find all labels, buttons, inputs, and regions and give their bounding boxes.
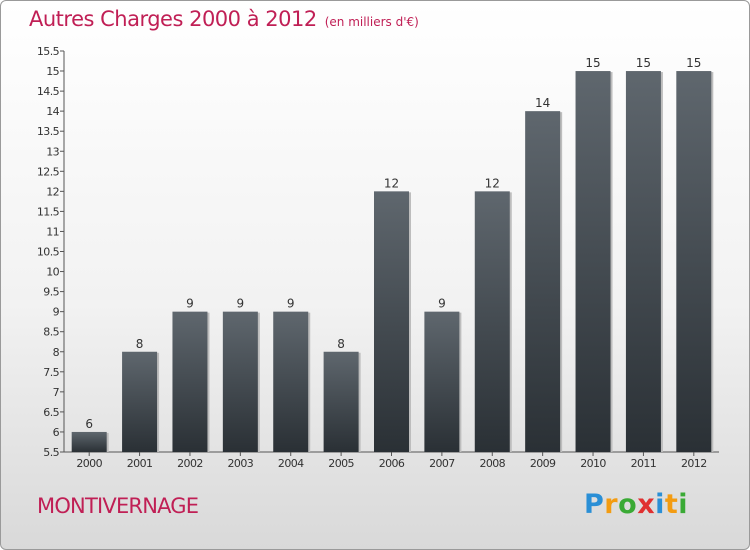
y-tick-label: 15.5	[37, 45, 60, 58]
data-label: 14	[535, 96, 550, 110]
y-tick-label: 13	[46, 145, 59, 158]
y-tick-label: 7.5	[43, 366, 59, 379]
y-tick-label: 15	[46, 65, 59, 78]
x-tick-label: 2001	[127, 457, 153, 470]
proxiti-logo: Proxiti	[584, 489, 688, 520]
x-tick-label: 2008	[479, 457, 505, 470]
data-label: 9	[186, 297, 194, 311]
bar	[676, 71, 712, 453]
bars	[71, 71, 714, 453]
chart-title-block: Autres Charges 2000 à 2012 (en milliers d…	[29, 7, 419, 31]
y-tick-label: 11.5	[37, 205, 60, 218]
x-tick-label: 2005	[328, 457, 354, 470]
data-label: 12	[485, 176, 500, 190]
data-label: 15	[585, 56, 600, 70]
logo-letter: i	[678, 489, 689, 520]
bar	[172, 311, 208, 452]
bar	[575, 71, 611, 453]
x-tick-label: 2000	[76, 457, 102, 470]
x-tick-label: 2007	[429, 457, 455, 470]
data-label: 6	[85, 417, 93, 431]
data-label: 9	[237, 297, 245, 311]
data-label: 9	[438, 297, 446, 311]
data-labels: 6 8 9 9 9 8 12 9 12 14 15 15 15	[85, 56, 701, 431]
x-tick-label: 2004	[278, 457, 304, 470]
data-label: 12	[384, 176, 399, 190]
logo-letter: i	[655, 489, 665, 520]
y-tick-label: 10.5	[37, 246, 60, 259]
y-tick-label: 13.5	[37, 125, 60, 138]
y-tick-label: 5.5	[43, 446, 59, 459]
x-tick-label: 2009	[530, 457, 556, 470]
x-tick-label: 2012	[681, 457, 707, 470]
data-label: 15	[686, 56, 701, 70]
logo-letter: r	[604, 489, 619, 520]
axes: 5.5 6 6.5 7 7.5 8 8.5 9 9.5 10 10.5 11 11.5 12 12.5 13 1…	[37, 45, 719, 470]
y-tick-label: 10	[46, 266, 59, 279]
data-label: 15	[636, 56, 651, 70]
y-tick-label: 6.5	[43, 406, 59, 419]
bar	[71, 431, 107, 452]
x-tick-label: 2011	[631, 457, 657, 470]
y-tick-label: 14.5	[37, 85, 60, 98]
y-tick-label: 6	[53, 426, 60, 439]
bar	[374, 191, 409, 452]
chart-title: Autres Charges 2000 à 2012	[29, 7, 317, 31]
bar	[424, 311, 460, 452]
x-tick-label: 2003	[228, 457, 254, 470]
data-label: 8	[337, 337, 345, 351]
y-tick-label: 8.5	[43, 326, 59, 339]
bar	[625, 71, 661, 453]
logo-letter: P	[584, 489, 605, 520]
bar	[525, 111, 561, 453]
bar	[474, 191, 510, 452]
logo-letter: o	[618, 489, 638, 520]
logo-letter: t	[664, 489, 679, 520]
x-tick-label: 2010	[580, 457, 606, 470]
bar	[122, 351, 158, 452]
unit-note: (en milliers d'€)	[324, 15, 419, 29]
y-tick-label: 14	[46, 105, 59, 118]
y-tick-label: 12	[46, 185, 59, 198]
y-tick-label: 8	[53, 346, 60, 359]
x-tick-label: 2002	[177, 457, 203, 470]
y-tick-label: 12.5	[37, 165, 60, 178]
data-label: 9	[287, 297, 295, 311]
x-tick-label: 2006	[379, 457, 405, 470]
bar	[222, 311, 258, 452]
y-tick-label: 9.5	[43, 286, 59, 299]
y-tick-label: 7	[53, 386, 60, 399]
y-tick-label: 11	[46, 225, 59, 238]
y-tick-label: 9	[53, 306, 60, 319]
data-label: 8	[136, 337, 144, 351]
commune-name: MONTIVERNAGE	[37, 494, 199, 518]
bar	[273, 311, 309, 452]
bar	[323, 351, 359, 452]
logo-letter: x	[637, 489, 656, 520]
